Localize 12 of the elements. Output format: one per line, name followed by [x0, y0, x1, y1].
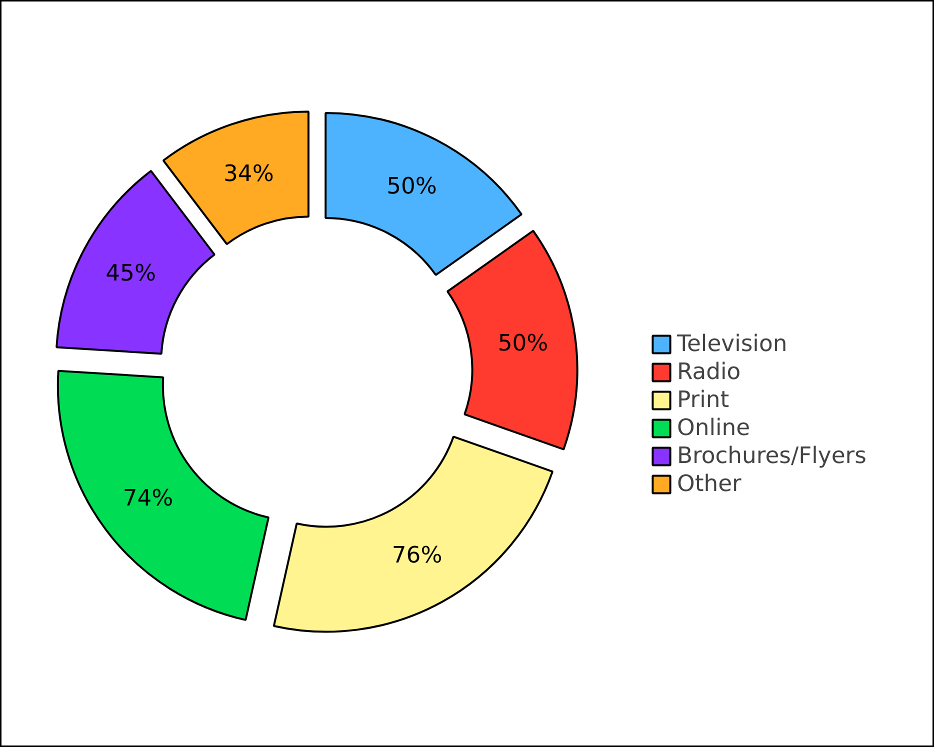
data-label: 34%	[223, 160, 274, 187]
legend-label: Television	[677, 331, 788, 357]
legend-label: Radio	[677, 359, 741, 385]
data-label: 74%	[122, 485, 174, 512]
data-label: 50%	[386, 173, 437, 200]
data-label: 50%	[498, 330, 548, 357]
legend-label: Print	[677, 387, 730, 413]
legend-label: Brochures/Flyers	[677, 443, 866, 469]
legend-label: Other	[677, 471, 742, 497]
data-label: 76%	[392, 542, 442, 569]
legend-label: Online	[677, 415, 750, 441]
data-label: 45%	[106, 260, 156, 287]
